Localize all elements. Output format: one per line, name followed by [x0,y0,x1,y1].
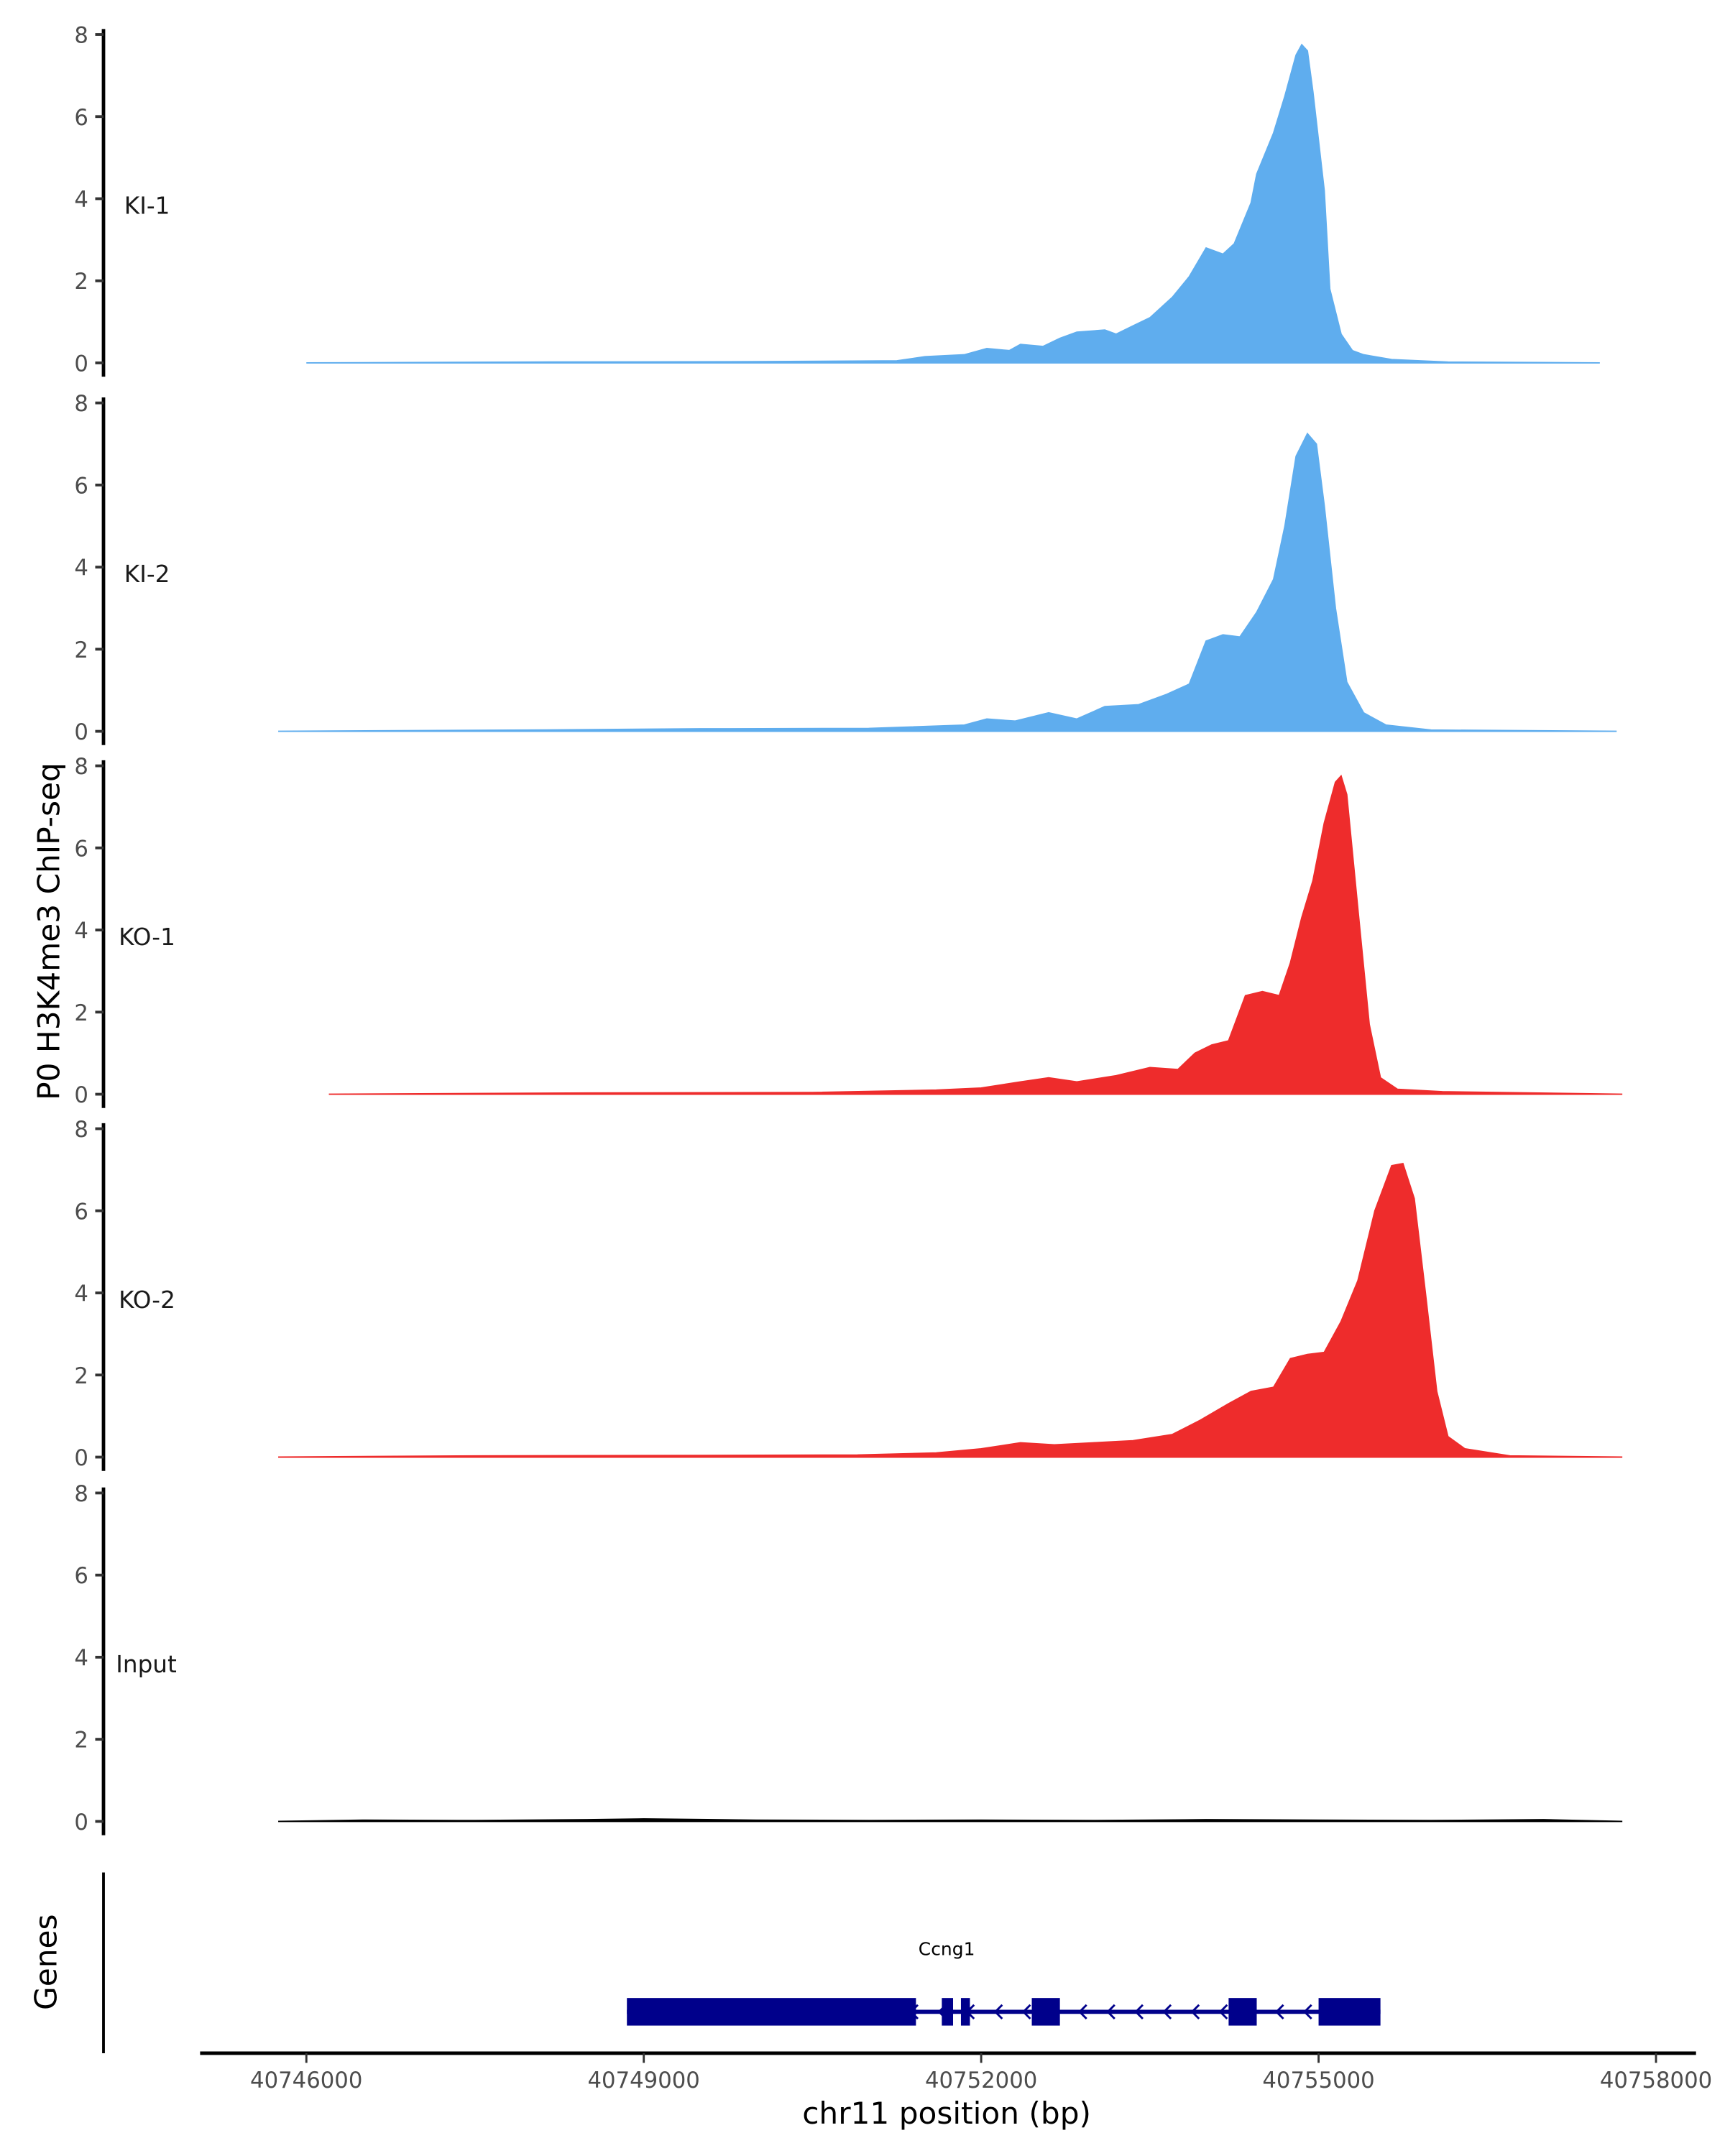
y-tick-label: 2 [74,637,88,663]
signal-area [328,774,1623,1095]
track-ki-1: 0 2 4 6 8 KI-1 [74,23,1600,377]
y-tick-label: 0 [74,1082,88,1108]
exon [1228,1998,1257,2026]
gene-model [627,1998,1381,2026]
strand-arrow [1190,2004,1200,2019]
y-tick-label: 0 [74,1810,88,1835]
strand-arrow [1274,2004,1284,2019]
strand-arrow [1134,2004,1144,2019]
exon [1031,1998,1060,2026]
x-tick-label: 40758000 [1600,2068,1712,2093]
y-tick-label: 6 [74,105,88,131]
y-tick-label: 8 [74,1117,88,1143]
track-ko-2: 0 2 4 6 8 KO-2 [74,1117,1623,1471]
strand-arrow [1021,2004,1031,2019]
track-input: 0 2 4 6 8 Input [74,1481,1623,1835]
signal-area [278,432,1617,732]
signal-area [306,43,1600,364]
y-tick-label: 6 [74,836,88,862]
y-tick-label: 0 [74,351,88,377]
y-tick-label: 2 [74,1363,88,1389]
y-tick-label: 0 [74,1445,88,1471]
track-label: KO-1 [119,923,175,951]
y-tick-label: 6 [74,1199,88,1225]
exon [1318,1998,1381,2026]
exon [960,1998,970,2026]
exon [627,1998,916,2026]
y-tick-label: 2 [74,269,88,295]
signal-area [278,1163,1623,1458]
y-tick-label: 4 [74,1281,88,1307]
gene-name: Ccng1 [919,1939,975,1960]
strand-arrow [1078,2004,1087,2019]
genes-label: Genes [29,1915,64,2010]
x-tick-label: 40746000 [250,2068,362,2093]
y-tick-label: 8 [74,391,88,417]
y-tick-label: 0 [74,719,88,745]
y-tick-label: 8 [74,754,88,780]
y-tick-label: 2 [74,1000,88,1026]
y-tick-label: 4 [74,556,88,581]
track-ko-1: 0 2 4 6 8 KO-1 [74,754,1623,1108]
x-axis-label: chr11 position (bp) [802,2096,1091,2131]
strand-arrow [1162,2004,1172,2019]
x-tick-label: 40749000 [588,2068,700,2093]
track-ki-2: 0 2 4 6 8 KI-2 [74,391,1617,745]
track-label: KI-2 [124,561,170,588]
y-tick-label: 8 [74,23,88,49]
x-tick-label: 40755000 [1262,2068,1374,2093]
strand-arrow [1106,2004,1116,2019]
y-axis-label: P0 H3K4me3 ChIP-seq [32,763,67,1100]
signal-area [278,1818,1623,1823]
x-tick-label: 40752000 [925,2068,1037,2093]
y-tick-label: 4 [74,918,88,944]
y-tick-label: 4 [74,187,88,213]
strand-arrow [993,2004,1003,2019]
y-tick-label: 4 [74,1645,88,1671]
track-label: Input [116,1651,177,1678]
strand-arrow [1218,2004,1228,2019]
y-tick-label: 8 [74,1481,88,1507]
y-tick-label: 6 [74,1563,88,1589]
y-tick-label: 2 [74,1728,88,1754]
strand-arrow [1303,2004,1312,2019]
exon [942,1998,953,2026]
track-label: KO-2 [119,1286,175,1314]
y-tick-label: 6 [74,473,88,499]
track-label: KI-1 [124,193,170,220]
